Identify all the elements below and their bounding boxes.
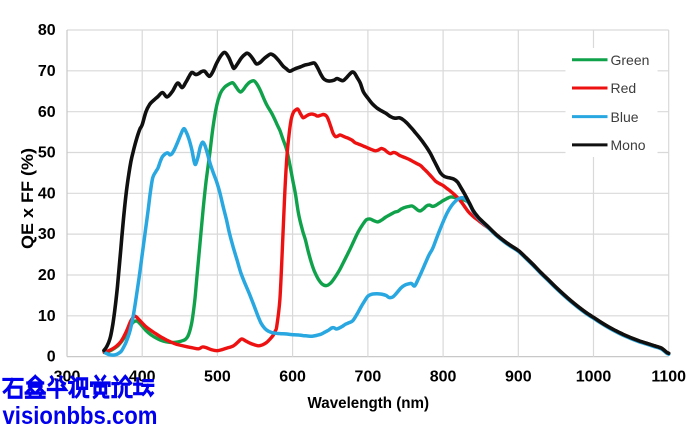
svg-text:900: 900: [505, 369, 532, 386]
svg-text:80: 80: [38, 22, 56, 39]
svg-text:1100: 1100: [651, 369, 686, 386]
svg-text:800: 800: [430, 369, 457, 386]
svg-text:QE x FF (%): QE x FF (%): [18, 148, 37, 249]
svg-text:visionbbs.com: visionbbs.com: [3, 402, 158, 428]
svg-text:Red: Red: [611, 80, 637, 96]
svg-text:Blue: Blue: [611, 109, 639, 125]
svg-text:600: 600: [279, 369, 306, 386]
svg-text:Mono: Mono: [611, 137, 646, 153]
svg-text:40: 40: [38, 185, 56, 202]
svg-text:30: 30: [38, 226, 56, 243]
svg-text:70: 70: [38, 63, 56, 80]
svg-text:1000: 1000: [576, 369, 612, 386]
svg-text:500: 500: [204, 369, 231, 386]
svg-text:700: 700: [355, 369, 382, 386]
svg-text:10: 10: [38, 308, 56, 325]
svg-text:0: 0: [47, 349, 56, 366]
svg-text:50: 50: [38, 145, 56, 162]
svg-text:20: 20: [38, 267, 56, 284]
svg-text:Green: Green: [611, 52, 650, 68]
svg-text:60: 60: [38, 104, 56, 121]
svg-text:Wavelength (nm): Wavelength (nm): [308, 395, 430, 412]
